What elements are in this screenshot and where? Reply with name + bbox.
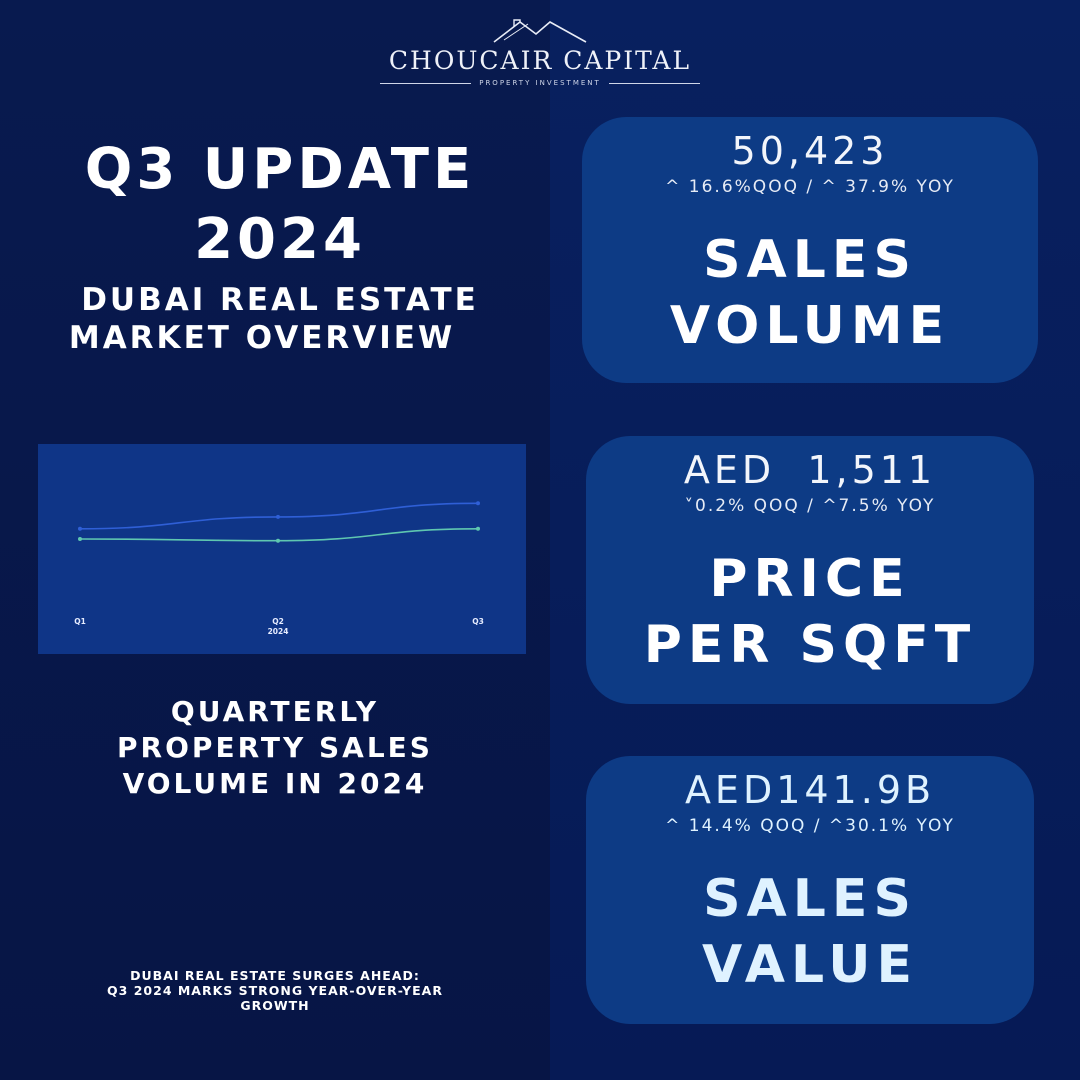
sales-value-value: AED141.9B [684,768,936,812]
card-label-line-2: PER SQFT [643,615,977,675]
x-tick-label: Q1 [74,617,86,626]
divider [380,82,472,84]
data-point-series1-q1 [78,526,82,531]
sales-volume-label: SALES VOLUME [582,227,1038,359]
footer-note-line-2: Q3 2024 MARKS STRONG YEAR-OVER-YEAR [107,983,443,998]
sales-volume-value: 50,423 [731,129,889,173]
price-per-sqft-value: AED 1,511 [683,448,937,492]
chart-caption-line-1: QUARTERLY [170,695,380,728]
chart-caption-line-3: VOLUME IN 2024 [122,767,428,800]
x-tick-label: Q2 [272,617,284,626]
data-point-series2-q3 [476,526,480,531]
sales-volume-chart: Q1 Q2 Q3 2024 [38,444,526,654]
sales-volume-card: 50,423 ^ 16.6%QOQ / ^ 37.9% YOY SALES VO… [582,117,1038,383]
chart-caption: QUARTERLY PROPERTY SALES VOLUME IN 2024 [60,694,490,802]
card-label-line-1: SALES [703,230,917,290]
headline-subtitle-2: MARKET OVERVIEW [68,320,456,356]
chart-caption-line-2: PROPERTY SALES [117,731,433,764]
x-group-label: 2024 [268,627,289,636]
headline-subtitle-1: DUBAI REAL ESTATE [81,282,479,318]
series-line-2 [79,528,479,542]
sales-value-label: SALES VALUE [586,866,1034,998]
footer-note: DUBAI REAL ESTATE SURGES AHEAD: Q3 2024 … [60,968,490,1013]
x-tick-label: Q3 [472,617,484,626]
data-point-series1-q3 [476,501,480,506]
headline-quarter: Q3 UPDATE [84,137,476,202]
brand-tagline: PROPERTY INVESTMENT [479,79,601,87]
sales-value-card: AED141.9B ^ 14.4% QOQ / ^30.1% YOY SALES… [586,756,1034,1024]
card-label-line-1: SALES [703,869,917,929]
sales-value-change: ^ 14.4% QOQ / ^30.1% YOY [665,816,955,836]
line-chart-svg: Q1 Q2 Q3 2024 [74,501,484,636]
data-point-series2-q2 [276,538,280,543]
price-per-sqft-change: ˅0.2% QOQ / ^7.5% YOY [684,496,936,516]
price-per-sqft-label: PRICE PER SQFT [586,546,1034,678]
data-point-series1-q2 [276,514,280,519]
sales-volume-change: ^ 16.6%QOQ / ^ 37.9% YOY [665,177,955,197]
card-label-line-2: VOLUME [669,296,951,356]
brand-logo: CHOUCAIR CAPITAL PROPERTY INVESTMENT [380,16,701,87]
brand-tagline-row: PROPERTY INVESTMENT [380,79,701,87]
divider [608,82,701,84]
footer-note-line-1: DUBAI REAL ESTATE SURGES AHEAD: [130,968,420,983]
price-per-sqft-card: AED 1,511 ˅0.2% QOQ / ^7.5% YOY PRICE PE… [586,436,1034,704]
card-label-line-2: VALUE [702,935,918,995]
headline-year: 2024 [194,207,366,272]
house-roof-icon [493,19,587,43]
footer-note-line-3: GROWTH [240,998,310,1013]
card-label-line-1: PRICE [709,549,911,609]
brand-name: CHOUCAIR CAPITAL [388,46,692,75]
data-point-series2-q1 [78,537,82,541]
